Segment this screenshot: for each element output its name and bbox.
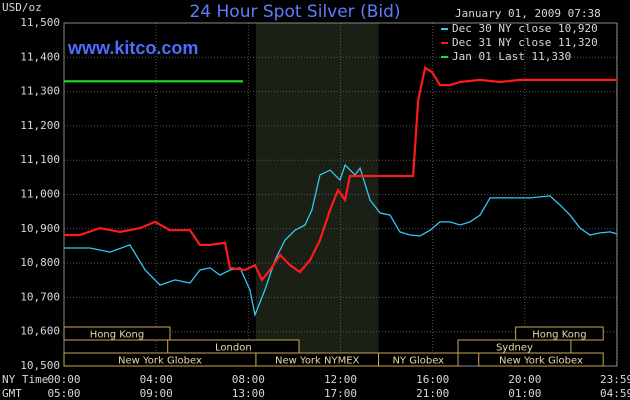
session-label: New York Globex <box>499 356 583 367</box>
session-box <box>63 326 171 341</box>
session-label: NY Globex <box>392 356 444 367</box>
series-line <box>64 66 617 282</box>
y-tick-label: 11,400 <box>20 50 60 63</box>
x-tick-label: 23:59 <box>600 373 630 386</box>
session-label: London <box>215 343 252 354</box>
session-label: Hong Kong <box>90 330 144 341</box>
x-tick-label: 12:00 <box>324 373 357 386</box>
session-label: New York Globex <box>118 356 202 367</box>
y-tick-label: 10,600 <box>20 325 60 338</box>
gmt-tick-label: 09:00 <box>140 387 173 400</box>
ny-time-row-label: NY Time <box>2 373 48 386</box>
x-tick-label: 20:00 <box>508 373 541 386</box>
y-axis-label: USD/oz <box>2 1 42 14</box>
gmt-tick-label: 04:59 <box>600 387 630 400</box>
x-tick-label: 08:00 <box>232 373 265 386</box>
y-tick-label: 11,300 <box>20 85 60 98</box>
gmt-tick-label: 05:00 <box>47 387 80 400</box>
session-box <box>378 352 459 367</box>
y-tick-label: 11,000 <box>20 188 60 201</box>
gmt-tick-label: 01:00 <box>508 387 541 400</box>
legend-label: Jan 01 Last 11,330 <box>452 50 571 63</box>
session-label: New York NYMEX <box>275 356 360 367</box>
legend-label: Dec 31 NY close 11,320 <box>452 36 598 49</box>
x-tick-label: 04:00 <box>140 373 173 386</box>
y-tick-label: 10,700 <box>20 290 60 303</box>
x-tick-label: 00:00 <box>47 373 80 386</box>
y-tick-label: 10,500 <box>20 359 60 372</box>
x-tick-label: 16:00 <box>416 373 449 386</box>
session-label: Sydney <box>496 343 533 354</box>
y-tick-label: 11,100 <box>20 153 60 166</box>
gmt-tick-label: 13:00 <box>232 387 265 400</box>
session-box <box>478 352 604 367</box>
gmt-row-label: GMT <box>2 387 22 400</box>
session-label: Hong Kong <box>532 330 586 341</box>
gmt-tick-label: 21:00 <box>416 387 449 400</box>
y-tick-label: 10,900 <box>20 222 60 235</box>
chart-title: 24 Hour Spot Silver (Bid) <box>189 2 400 22</box>
watermark: www.kitco.com <box>67 38 198 58</box>
y-tick-label: 11,200 <box>20 119 60 132</box>
chart-date: January 01, 2009 07:38 <box>455 7 601 20</box>
series-line <box>64 163 618 318</box>
legend-label: Dec 30 NY close 10,920 <box>452 22 598 35</box>
y-tick-label: 10,800 <box>20 256 60 269</box>
gmt-tick-label: 17:00 <box>324 387 357 400</box>
y-tick-label: 11,500 <box>20 16 60 29</box>
